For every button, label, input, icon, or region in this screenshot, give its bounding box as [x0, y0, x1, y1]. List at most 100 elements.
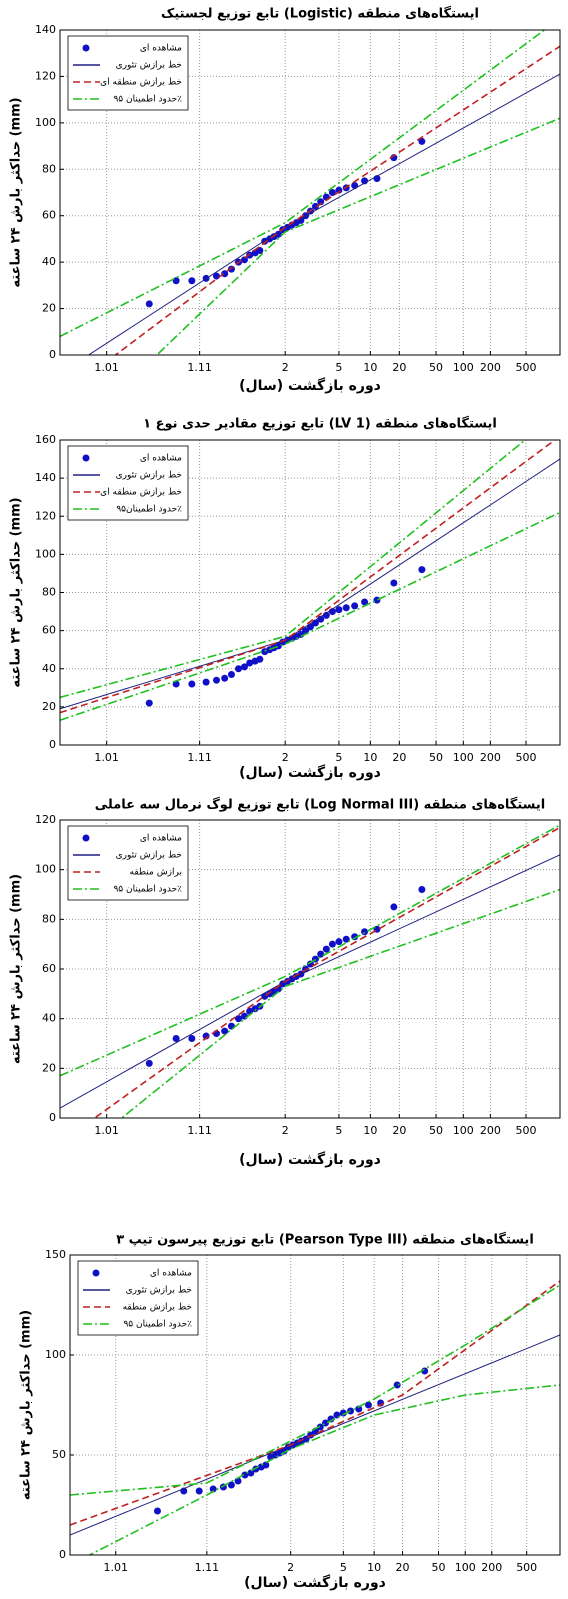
x-tick-label: 500 — [516, 751, 537, 764]
x-tick-label: 50 — [429, 1124, 443, 1137]
data-point — [235, 1015, 243, 1023]
series-line — [93, 826, 560, 1118]
data-point — [361, 928, 369, 936]
data-point — [317, 198, 325, 206]
x-tick-label: 1.01 — [94, 1124, 119, 1137]
data-point — [221, 674, 229, 682]
legend: مشاهده ای خط برازش تئوری خط برازش منطقه ای… — [67, 445, 189, 521]
x-tick-label: 100 — [453, 1124, 474, 1137]
y-tick-label: 120 — [35, 69, 56, 82]
y-tick-label: 0 — [49, 1111, 56, 1124]
y-tick-label: 0 — [59, 1548, 66, 1561]
y-tick-label: 40 — [42, 1012, 56, 1025]
data-point — [339, 1409, 347, 1417]
plot — [60, 440, 560, 721]
chart: تابع توزیع لجستیک (Logistic) ایستگاه‌های… — [9, 6, 561, 394]
chart: تابع توزیع مقادیر حدی نوع ۱ (LV 1) ایستگ… — [9, 416, 561, 781]
x-tick-label: 1.01 — [94, 361, 119, 374]
x-tick-label: 50 — [429, 751, 443, 764]
legend-label: خط برازش منطقه ای — [100, 488, 182, 498]
data-point — [221, 270, 229, 278]
legend-marker — [92, 1269, 100, 1277]
y-tick-label: 0 — [49, 738, 56, 751]
x-tick-label: 1.11 — [187, 361, 212, 374]
data-point — [418, 137, 426, 145]
data-point — [145, 1059, 153, 1067]
data-point — [322, 945, 330, 953]
plot — [60, 824, 560, 1118]
x-tick-label: 200 — [480, 1124, 501, 1137]
x-tick-label: 20 — [396, 1561, 410, 1574]
y-tick-label: 80 — [42, 162, 56, 175]
data-point — [227, 670, 235, 678]
x-axis-label: دوره بازگشت (سال) — [239, 377, 381, 394]
y-tick-label: 160 — [35, 433, 56, 446]
legend-label: حدود اطمینان۹۵٪ — [116, 505, 182, 515]
plot — [60, 30, 560, 355]
x-tick-label: 500 — [516, 1561, 537, 1574]
y-tick-label: 100 — [35, 547, 56, 560]
data-point — [235, 665, 243, 673]
y-axis-label: حداکثر بارش ۲۴ ساعته (mm) — [9, 497, 24, 687]
x-tick-label: 20 — [392, 751, 406, 764]
x-tick-label: 10 — [367, 1561, 381, 1574]
data-point — [335, 606, 343, 614]
data-point — [347, 1407, 355, 1415]
data-point — [172, 277, 180, 285]
x-tick-label: 2 — [287, 1561, 294, 1574]
x-axis-label: دوره بازگشت (سال) — [244, 1574, 386, 1591]
data-point — [246, 251, 254, 259]
data-point — [188, 277, 196, 285]
y-tick-label: 40 — [42, 255, 56, 268]
data-point — [172, 1035, 180, 1043]
data-point — [351, 182, 359, 190]
legend: مشاهده ای خط برازش تئوری برازش منطقه حدود ا… — [67, 825, 189, 901]
x-tick-label: 5 — [335, 751, 342, 764]
legend-label: خط برازش تئوری — [116, 851, 182, 861]
chart-title: تابع توزیع لجستیک (Logistic) ایستگاه‌های… — [161, 6, 479, 22]
legend-label: خط برازش تئوری — [116, 61, 182, 71]
x-tick-label: 1.11 — [195, 1561, 220, 1574]
data-point — [256, 247, 264, 255]
series-line — [60, 440, 557, 714]
data-point — [247, 1469, 255, 1477]
chart-title: تابع توزیع لوگ نرمال سه عاملی (Log Norma… — [95, 796, 546, 813]
legend-marker — [82, 44, 90, 52]
y-axis-label: حداکثر بارش ۲۴ ساعته (mm) — [19, 1310, 34, 1500]
legend-label: خط برازش تئوری — [126, 1286, 192, 1296]
x-tick-label: 10 — [363, 1124, 377, 1137]
data-point — [221, 1027, 229, 1035]
series-line — [60, 440, 527, 699]
y-tick-label: 60 — [42, 209, 56, 222]
series-line — [60, 824, 560, 1077]
x-axis-label: دوره بازگشت (سال) — [239, 1151, 381, 1168]
x-tick-label: 2 — [282, 751, 289, 764]
y-tick-label: 150 — [45, 1248, 66, 1261]
y-tick-label: 20 — [42, 700, 56, 713]
series-line — [70, 1280, 560, 1526]
data-point — [418, 566, 426, 574]
data-point — [418, 886, 426, 894]
series-line — [60, 30, 546, 338]
legend: مشاهده ای خط برازش تئوری خط برازش منطقه ای… — [67, 35, 189, 111]
data-point — [202, 678, 210, 686]
legend-label: مشاهده ای — [150, 1269, 192, 1279]
data-point — [240, 663, 248, 671]
y-tick-label: 120 — [35, 509, 56, 522]
x-tick-label: 200 — [480, 361, 501, 374]
data-point — [328, 189, 336, 196]
data-point — [188, 680, 196, 688]
x-tick-label: 10 — [363, 751, 377, 764]
x-tick-label: 2 — [282, 1124, 289, 1137]
data-point — [188, 1035, 196, 1043]
data-point — [240, 256, 248, 264]
data-point — [393, 1381, 401, 1389]
y-tick-label: 20 — [42, 1061, 56, 1074]
x-tick-label: 1.01 — [103, 1561, 128, 1574]
x-tick-label: 100 — [453, 751, 474, 764]
data-point — [262, 1461, 270, 1469]
x-tick-label: 50 — [429, 361, 443, 374]
plot-frame — [59, 439, 561, 746]
y-tick-label: 100 — [35, 863, 56, 876]
